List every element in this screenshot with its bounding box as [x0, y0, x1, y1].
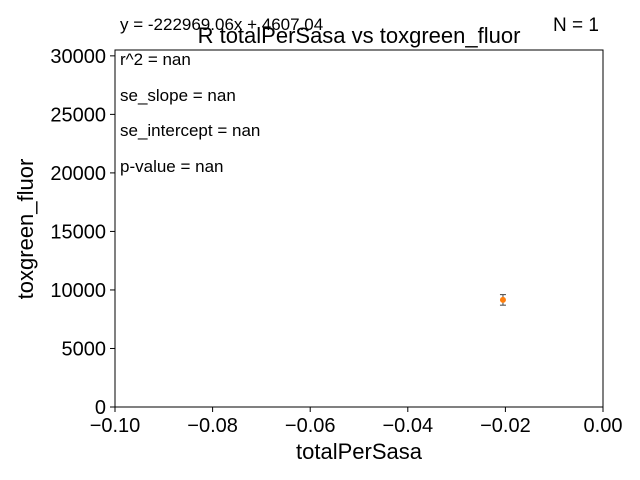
y-tick-label: 15000 [50, 221, 106, 243]
regression-equation: y = -222969.06x + 4607.04 [120, 15, 323, 34]
y-tick-label: 5000 [62, 338, 107, 360]
plot-area [114, 49, 604, 408]
x-tick-label: −0.08 [187, 415, 238, 437]
x-tick-label: 0.00 [584, 415, 623, 437]
x-tick-label: −0.04 [382, 415, 433, 437]
x-axis-ticks: −0.10 −0.08 −0.06 −0.04 −0.02 0.00 [90, 407, 623, 437]
y-axis-label: toxgreen_fluor [13, 159, 38, 300]
x-tick-label: −0.06 [285, 415, 336, 437]
y-tick-label: 20000 [50, 163, 106, 185]
se-slope-stat: se_slope = nan [120, 86, 236, 105]
data-point [499, 296, 506, 303]
x-tick-label: −0.10 [90, 415, 141, 437]
sample-count: N = 1 [553, 15, 599, 36]
y-tick-label: 0 [95, 397, 106, 419]
y-tick-label: 10000 [50, 280, 106, 302]
y-tick-label: 25000 [50, 104, 106, 126]
x-axis-label: totalPerSasa [296, 439, 423, 464]
p-value-stat: p-value = nan [120, 157, 224, 176]
chart-title: R totalPerSasa vs toxgreen_fluor [198, 23, 521, 48]
y-axis-ticks: 0 5000 10000 15000 20000 25000 30000 [50, 46, 115, 419]
se-intercept-stat: se_intercept = nan [120, 121, 260, 140]
data-marks [499, 294, 506, 306]
y-tick-label: 30000 [50, 46, 106, 68]
r-squared-stat: r^2 = nan [120, 50, 191, 69]
x-tick-label: −0.02 [480, 415, 531, 437]
